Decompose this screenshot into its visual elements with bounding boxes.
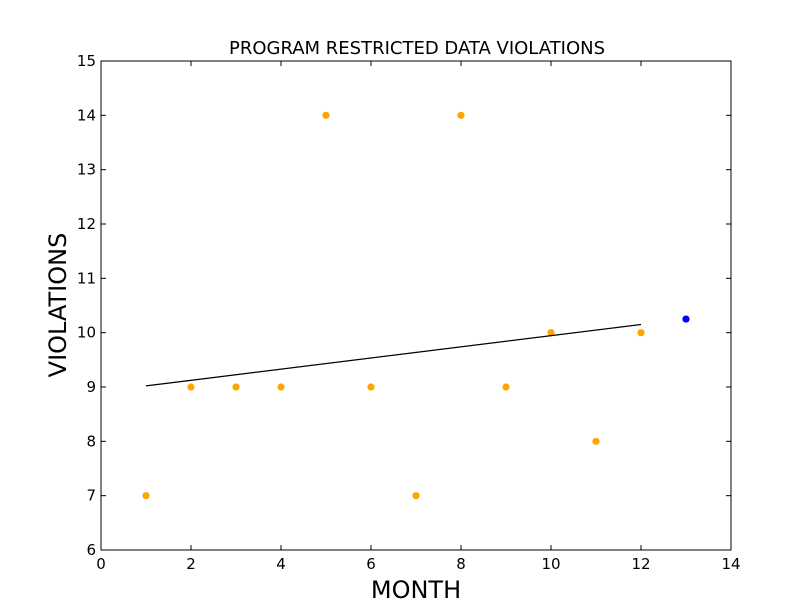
x-tick-label: 2 (186, 555, 196, 573)
data-point (547, 329, 555, 337)
axis-ticks: 0 2 4 6 8 10 12 14 6 7 8 9 10 11 12 13 14 15 (77, 52, 741, 573)
y-tick-label: 13 (77, 161, 96, 179)
plot-frame (100, 60, 732, 551)
x-tick-label: 14 (721, 555, 740, 573)
x-tick-label: 6 (366, 555, 376, 573)
data-point (187, 383, 195, 391)
y-tick-label: 7 (86, 487, 96, 505)
y-tick-label: 11 (77, 269, 96, 287)
trend-line (145, 323, 642, 387)
data-point (637, 329, 645, 337)
y-tick-label: 9 (86, 378, 96, 396)
data-point (277, 383, 285, 391)
forecast-point (682, 315, 690, 323)
x-tick-label: 8 (456, 555, 466, 573)
data-point (457, 111, 465, 119)
data-point (412, 492, 420, 500)
x-axis-label: MONTH (371, 576, 461, 604)
chart-title: PROGRAM RESTRICTED DATA VIOLATIONS (229, 38, 605, 59)
x-tick-label: 0 (96, 555, 106, 573)
y-tick-label: 6 (86, 541, 96, 559)
y-tick-label: 12 (77, 215, 96, 233)
data-point (142, 492, 150, 500)
data-point (322, 111, 330, 119)
plot-area (142, 111, 690, 500)
x-tick-label: 12 (631, 555, 650, 573)
y-tick-label: 8 (86, 432, 96, 450)
x-tick-label: 4 (276, 555, 286, 573)
data-point (367, 383, 375, 391)
y-tick-label: 10 (77, 324, 96, 342)
y-tick-label: 14 (77, 106, 96, 124)
data-point (592, 437, 600, 445)
x-tick-label: 10 (541, 555, 560, 573)
y-axis-label: VIOLATIONS (44, 233, 72, 378)
y-tick-label: 15 (77, 52, 96, 70)
data-point (232, 383, 240, 391)
data-point (502, 383, 510, 391)
